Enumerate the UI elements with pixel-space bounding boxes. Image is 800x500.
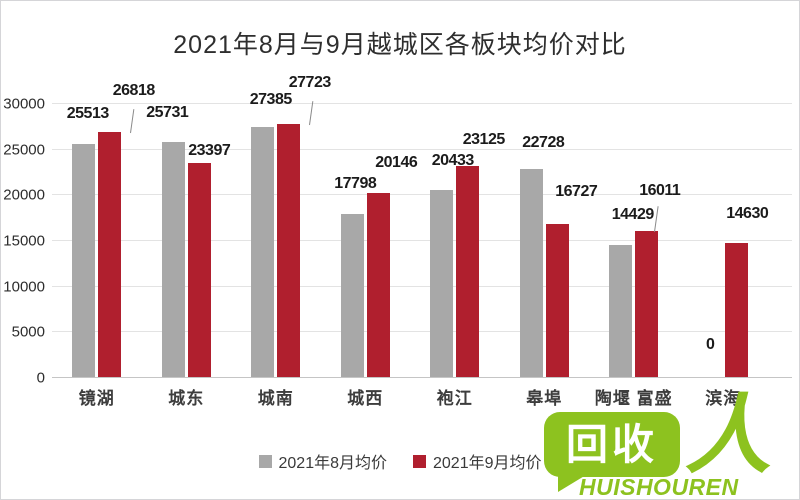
y-axis-tick-label: 5000 <box>11 323 45 341</box>
value-label-september: 27723 <box>288 73 332 91</box>
watermark-bubble-tail <box>558 475 586 492</box>
y-axis-tick-label: 0 <box>36 369 45 387</box>
bar-september <box>635 230 659 377</box>
bar-august <box>519 169 543 377</box>
bar-group: 20433 23125 <box>410 104 505 378</box>
bar-august <box>340 214 364 377</box>
value-label-september: 16011 <box>639 181 681 199</box>
x-axis-tick-label: 城南 <box>257 389 294 408</box>
y-axis: 0 5000 10000 15000 20000 25000 30000 <box>1 96 45 387</box>
value-label-august: 0 <box>706 336 715 353</box>
value-label-august: 14429 <box>611 206 655 224</box>
legend-label-september: 2021年9月均价 <box>433 455 542 472</box>
legend-swatch-august <box>258 454 272 468</box>
bar-group: 17798 20146 <box>321 104 418 378</box>
y-axis-tick-label: 25000 <box>3 141 45 159</box>
value-label-september: 20146 <box>375 154 418 172</box>
x-axis-tick-label: 城西 <box>347 389 384 408</box>
legend: 2021年8月均价 2021年9月均价 <box>1 449 799 473</box>
bar-september <box>456 165 480 377</box>
chart-title: 2021年8月与9月越城区各板块均价对比 <box>173 31 627 59</box>
x-axis-labels: 镜湖 城东 城南 城西 袍江 皋埠 陶堰 富盛 滨海 <box>52 384 768 409</box>
value-label-august: 25513 <box>66 105 110 122</box>
value-label-august: 25731 <box>146 104 189 121</box>
watermark-caption: HUISHOUREN <box>579 474 739 500</box>
legend-item-september: 2021年9月均价 <box>413 449 542 473</box>
bar-group: 25513 26818 <box>52 82 155 378</box>
bar-groups: 25513 26818 25731 23397 27385 27723 17798 20146… <box>52 74 769 378</box>
y-axis-tick-label: 15000 <box>3 232 45 250</box>
legend-swatch-september <box>413 454 426 468</box>
x-axis-tick-label: 城东 <box>168 389 205 408</box>
legend-label-august: 2021年8月均价 <box>278 455 388 472</box>
value-label-august: 17798 <box>334 175 377 193</box>
gridline <box>52 148 792 150</box>
bar-august <box>161 142 185 377</box>
value-label-september: 23397 <box>188 142 231 160</box>
label-leader-line <box>308 100 314 125</box>
bar-group: 0 14630 <box>679 104 769 378</box>
x-axis-line <box>52 377 792 378</box>
bar-august <box>251 126 275 377</box>
y-axis-tick-label: 10000 <box>3 278 45 296</box>
huishouren-watermark: 回收 人 HUISHOUREN <box>541 388 799 500</box>
watermark-speech-bubble: 回收 <box>544 412 680 477</box>
bar-group: 27385 27723 <box>231 74 331 378</box>
value-label-august: 27385 <box>249 90 293 108</box>
bar-september <box>545 224 569 377</box>
gridlines <box>52 103 792 378</box>
bar-group: 25731 23397 <box>142 104 232 378</box>
y-axis-tick-label: 20000 <box>3 186 45 204</box>
x-axis-tick-label: 袍江 <box>436 389 473 408</box>
x-axis-tick-label: 滨海 <box>705 389 742 408</box>
label-leader-line <box>129 109 135 134</box>
value-label-september: 23125 <box>462 130 506 148</box>
gridline <box>52 194 792 196</box>
value-label-september: 16727 <box>555 183 598 201</box>
watermark-person-glyph: 人 <box>680 388 788 484</box>
gridline <box>52 103 792 104</box>
bar-group: 14429 16011 <box>589 104 681 378</box>
bar-september <box>366 193 390 377</box>
watermark-bubble-text: 回收 <box>565 420 658 468</box>
bar-august <box>609 245 633 377</box>
bar-august <box>72 144 96 377</box>
bar-september <box>724 243 748 377</box>
legend-item-august: 2021年8月均价 <box>258 449 388 473</box>
x-axis-tick-label: 陶堰 富盛 <box>594 389 673 408</box>
gridline <box>52 240 792 241</box>
gridline <box>52 285 792 287</box>
bar-september <box>98 132 122 377</box>
value-label-august: 20433 <box>431 152 475 170</box>
gridline <box>52 331 792 333</box>
bar-august <box>430 190 454 377</box>
x-axis-tick-label: 镜湖 <box>78 389 115 408</box>
y-axis-tick-label: 30000 <box>3 95 45 113</box>
value-label-september: 14630 <box>726 205 769 223</box>
value-label-august: 22728 <box>522 134 565 152</box>
bar-september <box>187 163 211 377</box>
plot-area: 25513 26818 25731 23397 27385 27723 17798 20146… <box>52 74 792 378</box>
x-axis-tick-label: 皋埠 <box>526 389 563 408</box>
bar-september <box>277 123 301 377</box>
value-label-september: 26818 <box>112 82 156 100</box>
bar-group: 22728 16727 <box>500 104 598 378</box>
label-leader-line <box>653 205 659 232</box>
